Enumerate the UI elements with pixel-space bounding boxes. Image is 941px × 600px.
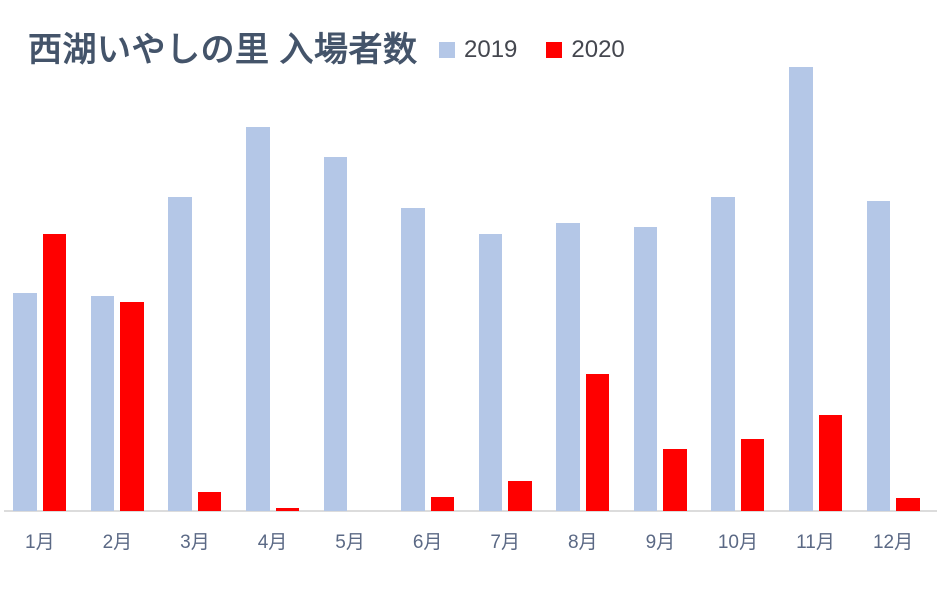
legend-label-2019: 2019 — [464, 36, 518, 63]
legend-item-2020: 2020 — [546, 36, 625, 63]
x-axis-label-8月: 8月 — [567, 532, 598, 553]
bar-2020-1月 — [42, 234, 67, 511]
x-axis-label-1月: 1月 — [25, 532, 55, 553]
bar-2020-8月 — [585, 374, 610, 511]
x-axis-label-9月: 9月 — [645, 532, 676, 553]
bar-2019-10月 — [711, 197, 735, 511]
bar-2020-4月 — [275, 508, 299, 511]
bar-2019-2月 — [90, 296, 115, 511]
bar-2019-11月 — [789, 67, 813, 511]
legend-item-2019: 2019 — [439, 38, 517, 62]
bar-2020-2月 — [120, 302, 144, 511]
bar-2019-4月 — [246, 127, 270, 511]
bar-2019-9月 — [633, 227, 658, 511]
bar-2020-11月 — [818, 415, 842, 511]
bar-2019-1月 — [13, 293, 37, 511]
x-axis-label-2月: 2月 — [102, 532, 133, 553]
bar-2020-6月 — [430, 497, 455, 511]
bar-2019-6月 — [401, 208, 425, 511]
bar-2020-12月 — [896, 498, 920, 511]
x-axis-label-7月: 7月 — [490, 532, 521, 553]
legend-swatch-2020-icon — [546, 42, 563, 58]
bar-2020-3月 — [197, 492, 222, 511]
x-axis-label-12月: 12月 — [872, 532, 914, 553]
x-axis-label-4月: 4月 — [257, 532, 288, 553]
bar-2020-9月 — [663, 449, 687, 511]
x-axis-line — [4, 510, 937, 512]
x-axis-label-11月: 11月 — [796, 532, 835, 553]
chart-legend: 2019 2020 — [439, 38, 625, 62]
bar-2019-12月 — [866, 201, 891, 511]
bar-2019-8月 — [556, 223, 580, 511]
x-axis-label-5月: 5月 — [335, 532, 365, 553]
x-axis-label-3月: 3月 — [180, 532, 210, 553]
bar-2020-7月 — [508, 481, 532, 511]
legend-label-2020: 2020 — [571, 36, 625, 63]
bar-2019-7月 — [478, 234, 503, 511]
x-axis-label-6月: 6月 — [412, 532, 443, 553]
legend-swatch-2019-icon — [439, 42, 455, 58]
bar-2019-3月 — [168, 197, 192, 511]
chart-title: 西湖いやしの里 入場者数 — [28, 31, 418, 69]
x-axis-label-10月: 10月 — [717, 532, 758, 553]
bar-2019-5月 — [323, 157, 348, 511]
bar-2020-10月 — [740, 439, 765, 511]
